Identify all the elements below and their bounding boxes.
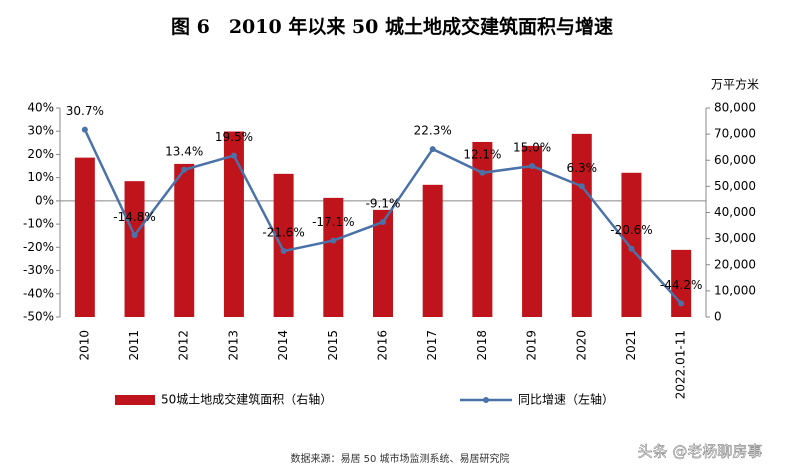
data-label: -21.6% (262, 226, 304, 240)
data-label: -17.1% (312, 215, 354, 229)
source: 数据来源：易居 50 城市场监测系统、易居研究院 (290, 452, 509, 465)
data-label: 22.3% (414, 124, 452, 138)
x-tick-label: 2011 (127, 330, 141, 361)
data-label: -14.8% (113, 210, 155, 224)
y2-tick-label: 40,000 (714, 205, 756, 219)
legend-swatch (115, 395, 155, 405)
point (529, 163, 536, 170)
bar (621, 172, 642, 317)
y-tick-label: -20% (23, 240, 54, 254)
legend-label: 50城土地成交建筑面积（右轴） (161, 392, 332, 407)
x-tick-label: 2021 (624, 330, 638, 361)
data-label: -9.1% (366, 197, 401, 211)
y-tick-label: -30% (23, 263, 54, 277)
x-tick-label: 2018 (475, 330, 489, 361)
x-tick-label: 2010 (77, 330, 91, 361)
bar (522, 145, 543, 317)
point (578, 183, 585, 190)
y-tick-label: -50% (23, 310, 54, 324)
data-label: 12.1% (463, 147, 501, 161)
x-tick-label: 2022.01-11 (674, 330, 688, 399)
bar (323, 197, 344, 317)
legend-swatch (483, 397, 489, 403)
point (479, 169, 486, 176)
point (81, 126, 88, 133)
y2-tick-label: 20,000 (714, 257, 756, 271)
point (181, 166, 188, 173)
y2-axis-title: 万平方米 (711, 77, 759, 92)
point (678, 300, 685, 307)
y2-tick-label: 0 (714, 310, 722, 324)
point (280, 248, 287, 255)
x-tick-label: 2017 (425, 330, 439, 361)
x-tick-label: 2015 (326, 330, 340, 361)
legend-label: 同比增速（左轴） (518, 392, 614, 407)
x-tick-label: 2016 (376, 330, 390, 361)
y-tick-label: 20% (27, 147, 54, 161)
bar (422, 184, 443, 317)
data-label: 19.5% (215, 130, 253, 144)
data-label: -44.2% (660, 278, 702, 292)
bar (223, 131, 244, 317)
x-tick-label: 2013 (226, 330, 240, 361)
y-tick-label: 30% (27, 124, 54, 138)
point (330, 237, 337, 244)
x-tick-label: 2014 (276, 330, 290, 361)
bar (174, 163, 195, 317)
point (230, 152, 237, 159)
y-tick-label: 0% (35, 193, 54, 207)
point (380, 219, 386, 226)
data-label: 6.3% (567, 161, 598, 175)
y-tick-label: 40% (27, 101, 54, 115)
y-tick-label: -40% (23, 286, 54, 300)
y2-tick-label: 30,000 (714, 231, 756, 245)
data-label: 13.4% (165, 144, 203, 158)
watermark: 头条 @老杨聊房事 (638, 443, 763, 461)
bar (124, 181, 145, 317)
y2-tick-label: 50,000 (714, 179, 756, 193)
x-tick-label: 2019 (525, 330, 539, 361)
y-tick-label: 10% (27, 170, 54, 184)
data-label: -20.6% (610, 223, 652, 237)
bar (273, 173, 294, 317)
bar (571, 133, 592, 317)
point (131, 232, 138, 239)
bar (373, 209, 393, 317)
bar (472, 141, 493, 317)
data-label: 30.7% (66, 104, 104, 118)
y2-tick-label: 10,000 (714, 283, 756, 297)
x-tick-label: 2020 (574, 330, 588, 361)
bar (74, 157, 95, 317)
y2-tick-label: 80,000 (714, 101, 756, 115)
y-tick-label: -10% (23, 217, 54, 231)
x-tick-label: 2012 (177, 330, 191, 361)
point (628, 245, 635, 252)
bar (671, 249, 692, 317)
y2-tick-label: 60,000 (714, 153, 756, 167)
data-label: 15.0% (513, 141, 551, 155)
y2-tick-label: 70,000 (714, 127, 756, 141)
point (429, 146, 436, 153)
chart-title: 图 6 2010 年以来 50 城土地成交建筑面积与增速 (171, 15, 613, 38)
